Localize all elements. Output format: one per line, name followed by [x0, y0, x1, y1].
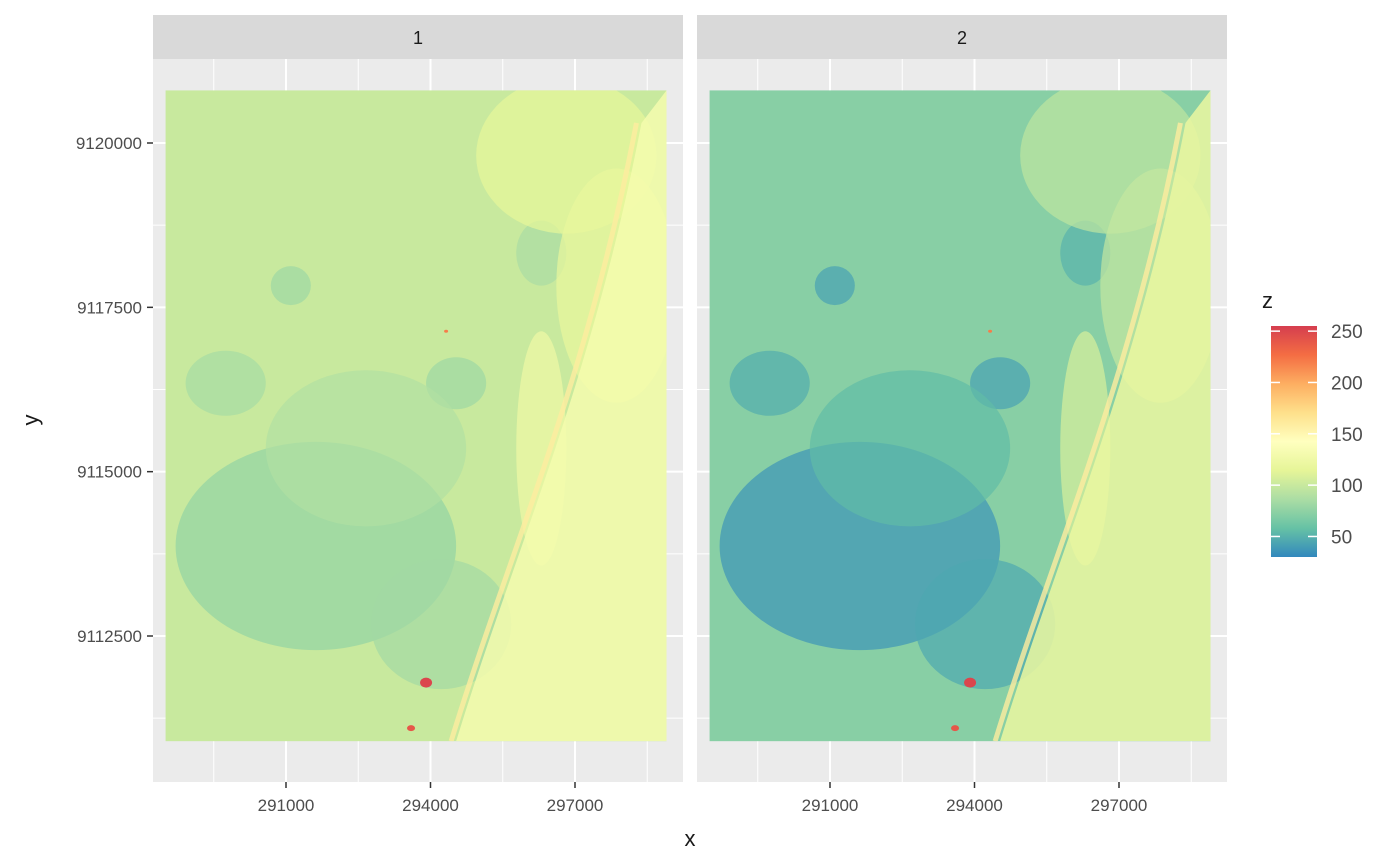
raster-region [1060, 220, 1111, 286]
y-tick-label: 9112500 [77, 627, 142, 646]
legend-label: 150 [1331, 425, 1363, 446]
raster-region [1000, 90, 1211, 742]
raster-region [809, 370, 1011, 527]
legend-ticks: 50 100 150 200 250 [1271, 322, 1363, 548]
strip-background [697, 15, 1227, 59]
raster-hotspot [407, 725, 416, 732]
raster-region [992, 122, 1183, 742]
raster-region [814, 266, 855, 306]
y-tick-label: 9117500 [77, 298, 142, 317]
strip-label: 2 [957, 28, 967, 48]
strip-label: 1 [413, 28, 423, 48]
raster-hotspot [420, 677, 433, 688]
raster-hotspot [951, 725, 960, 732]
facet-panel-1: 1 291000 294000 297000 [153, 15, 683, 815]
raster-image [165, 90, 667, 742]
raster-image [709, 90, 1211, 742]
x-tick-label: 291000 [802, 796, 859, 815]
raster-texture [175, 90, 667, 742]
y-axis-title: y [18, 415, 43, 426]
legend-label: 50 [1331, 527, 1352, 548]
raster-region [970, 357, 1031, 410]
raster-region [729, 350, 810, 416]
x-axis: 291000 294000 297000 [258, 782, 604, 815]
y-axis: 9112500 9115000 9117500 9120000 [76, 134, 153, 646]
raster-hotspot [444, 329, 449, 333]
raster-hotspot [964, 677, 977, 688]
x-tick-label: 297000 [547, 796, 604, 815]
x-axis: 291000 294000 297000 [802, 782, 1148, 815]
legend-colorbar [1271, 326, 1317, 557]
x-tick-label: 297000 [1091, 796, 1148, 815]
strip-background [153, 15, 683, 59]
raster-region [265, 370, 467, 527]
raster-region [185, 350, 266, 416]
legend-label: 200 [1331, 373, 1363, 394]
raster-region [516, 220, 567, 286]
y-tick-label: 9120000 [76, 134, 142, 153]
raster-hotspot [988, 329, 993, 333]
legend-label: 250 [1331, 322, 1363, 343]
y-tick-label: 9115000 [77, 463, 142, 482]
raster-region [456, 90, 667, 742]
facet-panel-2: 2 291000 294000 297000 [697, 15, 1227, 815]
legend-title: z [1262, 288, 1273, 313]
color-legend: z 50 100 150 200 250 [1262, 288, 1363, 557]
x-tick-label: 294000 [402, 796, 459, 815]
x-tick-label: 291000 [258, 796, 315, 815]
x-tick-label: 294000 [946, 796, 1003, 815]
raster-region [426, 357, 487, 410]
raster-region [270, 266, 311, 306]
raster-region [448, 122, 639, 742]
raster-texture [719, 90, 1211, 742]
x-axis-title: x [685, 826, 696, 851]
legend-label: 100 [1331, 476, 1363, 497]
